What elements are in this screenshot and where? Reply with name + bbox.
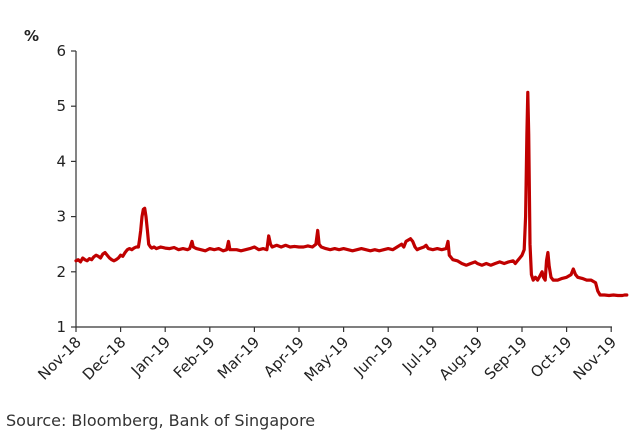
source-note: Source: Bloomberg, Bank of Singapore — [6, 411, 316, 430]
x-tick-label: Jun-19 — [350, 333, 397, 380]
y-tick-label: 2 — [56, 263, 66, 281]
x-tick-label: Nov-18 — [34, 333, 84, 383]
series-layer — [74, 90, 629, 298]
x-tick-label: Aug-19 — [435, 333, 486, 384]
x-tick-label: Apr-19 — [260, 333, 308, 381]
x-tick-label: May-19 — [301, 333, 353, 385]
x-tick-label: Jan-19 — [127, 333, 174, 380]
y-tick-label: 4 — [56, 152, 66, 170]
x-tick-label: Nov-19 — [570, 333, 620, 383]
y-tick-label: 5 — [56, 97, 66, 115]
y-tick-label: 6 — [56, 42, 66, 60]
x-tick-label: Mar-19 — [214, 333, 263, 382]
y-tick-label: 3 — [56, 208, 66, 226]
x-tick-label: Feb-19 — [170, 333, 219, 382]
x-tick-label: Sep-19 — [481, 333, 531, 383]
x-tick-label: Oct-19 — [527, 333, 575, 381]
y-axis: 1 2 3 4 5 6 — [56, 42, 77, 336]
y-unit-label: % — [24, 27, 39, 45]
x-axis: Nov-18Dec-18Jan-19Feb-19Mar-19Apr-19May-… — [34, 326, 620, 385]
series-line — [74, 90, 629, 298]
x-tick-label: Dec-18 — [79, 333, 130, 384]
y-tick-label: 1 — [56, 318, 66, 336]
